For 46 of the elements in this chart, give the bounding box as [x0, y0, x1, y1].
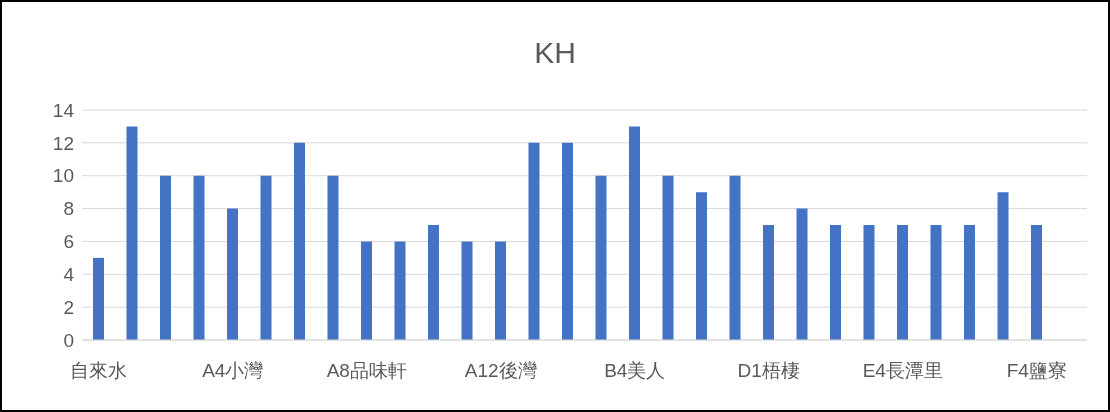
x-tick-label: A8品味軒 — [326, 360, 407, 382]
bar — [763, 225, 774, 340]
x-tick-label: F4鹽寮 — [1006, 360, 1067, 382]
bar — [193, 175, 205, 340]
bar — [227, 208, 238, 340]
bar — [361, 241, 372, 340]
bar — [327, 175, 339, 340]
bar — [796, 208, 808, 340]
bar — [662, 175, 674, 340]
y-tick-label: 4 — [63, 264, 75, 286]
bar — [729, 175, 741, 340]
x-tick-label: A12後灣 — [464, 360, 537, 382]
x-tick-label: A4小灣 — [202, 360, 264, 382]
bar — [528, 142, 540, 340]
bar — [394, 241, 406, 340]
bar — [260, 175, 272, 340]
bar — [964, 225, 975, 340]
bar — [629, 126, 640, 340]
bar — [863, 225, 875, 340]
bar — [595, 175, 607, 340]
y-tick-label: 2 — [63, 296, 74, 318]
chart-title: KH — [533, 36, 577, 70]
bar — [897, 225, 908, 340]
bar — [562, 142, 573, 340]
bar — [126, 126, 138, 340]
bar — [997, 192, 1009, 340]
x-tick-label: E4長潭里 — [862, 360, 943, 382]
bar — [1031, 225, 1042, 340]
bar — [461, 241, 473, 340]
bar — [93, 257, 104, 340]
bar — [830, 225, 841, 340]
y-tick-label: 6 — [63, 231, 74, 253]
y-tick-label: 8 — [63, 198, 74, 220]
bar — [160, 175, 171, 340]
bar — [294, 142, 305, 340]
bar — [495, 241, 506, 340]
x-tick-label: D1梧棲 — [737, 360, 800, 382]
y-tick-label: 0 — [63, 329, 74, 351]
bar — [428, 225, 439, 340]
bar — [696, 192, 707, 340]
y-tick-label: 14 — [52, 99, 75, 121]
x-tick-label: B4美人 — [604, 360, 666, 382]
x-tick-label: 自來水 — [70, 360, 128, 382]
y-tick-label: 10 — [52, 165, 74, 187]
y-tick-label: 12 — [52, 132, 74, 154]
bar — [930, 225, 942, 340]
